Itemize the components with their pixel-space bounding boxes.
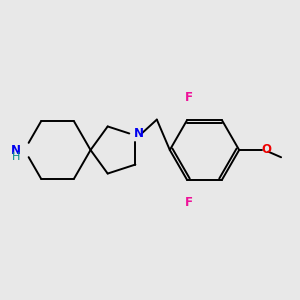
Text: N: N: [11, 143, 20, 157]
Text: F: F: [185, 196, 193, 209]
Text: O: O: [261, 142, 271, 155]
Text: F: F: [185, 91, 193, 104]
Text: N: N: [134, 127, 144, 140]
Text: H: H: [12, 152, 20, 162]
